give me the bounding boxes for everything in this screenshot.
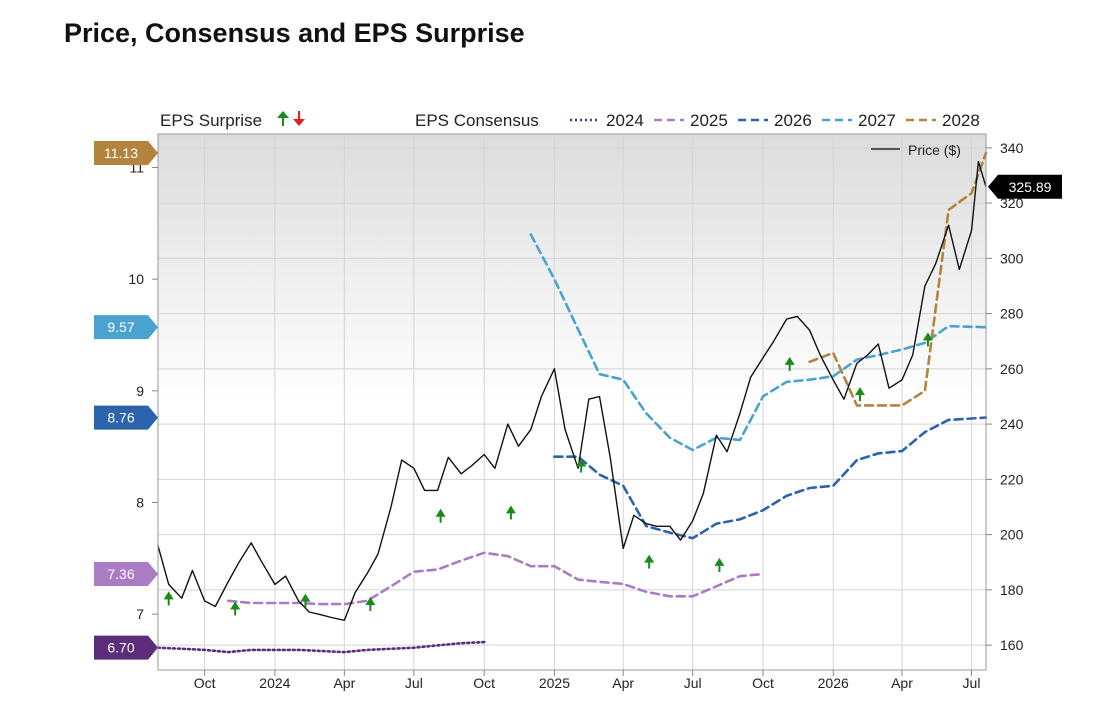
price-line: [157, 160, 987, 621]
current-price-badge: 325.89: [988, 174, 1062, 199]
badge-2024: 6.70: [94, 635, 158, 660]
right-tick-label: 320: [1000, 195, 1024, 211]
eps-surprise-up-arrow: [784, 356, 795, 371]
legend-eps-consensus: EPS Consensus: [415, 111, 539, 130]
badge-2027: 9.57: [94, 315, 158, 340]
right-tick-label: 200: [1000, 527, 1024, 543]
eps-surprise-markers: [163, 332, 933, 616]
surprise-up-arrow-icon: [277, 111, 289, 126]
legend-label-2025: 2025: [690, 111, 728, 130]
consensus-line-2024: [156, 640, 486, 654]
consensus-line-2028: [808, 151, 988, 407]
right-tick-label: 240: [1000, 416, 1024, 432]
legend-eps-surprise: EPS Surprise: [160, 111, 262, 130]
grid-lines: [158, 134, 986, 670]
eps-surprise-up-arrow: [163, 591, 174, 606]
x-tick-label: Oct: [473, 675, 495, 691]
badge-2028: 11.13: [94, 140, 158, 165]
legend-label-2028: 2028: [942, 111, 980, 130]
consensus-line-2026: [553, 416, 988, 540]
consensus-line-2027: [529, 233, 988, 452]
badge-label: 7.36: [107, 566, 134, 582]
value-badges: 6.70 7.36 8.76 9.57 11.13 325.89: [94, 140, 1062, 660]
legend-label-2027: 2027: [858, 111, 896, 130]
price-legend: Price ($): [871, 142, 961, 158]
plot-background: [158, 134, 986, 670]
x-tick-label: Oct: [752, 675, 774, 691]
right-tick-label: 340: [1000, 140, 1024, 156]
eps-surprise-up-arrow: [505, 505, 516, 520]
badge-label: 6.70: [107, 640, 134, 656]
eps-surprise-up-arrow: [435, 508, 446, 523]
x-tick-label: Apr: [891, 675, 913, 691]
badge-label: 11.13: [104, 145, 138, 161]
eps-surprise-up-arrow: [300, 593, 311, 608]
x-tick-label: Apr: [612, 675, 634, 691]
right-tick-label: 180: [1000, 582, 1024, 598]
x-tick-label: Jul: [684, 675, 702, 691]
legend-label-2024: 2024: [606, 111, 644, 130]
eps-surprise-up-arrow: [576, 458, 587, 473]
left-tick-label: 7: [136, 606, 144, 622]
x-tick-label: 2024: [259, 675, 290, 691]
badge-2026: 8.76: [94, 405, 158, 430]
eps-surprise-up-arrow: [922, 332, 933, 347]
legend-label-2026: 2026: [774, 111, 812, 130]
x-tick-label: Apr: [333, 675, 355, 691]
price-legend-label: Price ($): [908, 142, 961, 158]
eps-surprise-up-arrow: [365, 597, 376, 611]
current-price-label: 325.89: [1009, 179, 1052, 195]
eps-surprise-up-arrow: [854, 387, 865, 402]
left-tick-label: 8: [136, 495, 144, 511]
right-tick-label: 220: [1000, 471, 1024, 487]
plot-border: [157, 133, 987, 671]
eps-surprise-up-arrow: [714, 557, 725, 572]
x-tick-label: Jul: [405, 675, 423, 691]
right-tick-label: 260: [1000, 361, 1024, 377]
x-tick-label: Oct: [194, 675, 216, 691]
chart-title: Price, Consensus and EPS Surprise: [64, 18, 525, 48]
x-tick-label: 2025: [539, 675, 570, 691]
eps-surprise-up-arrow: [644, 554, 655, 569]
badge-label: 8.76: [107, 410, 134, 426]
consensus-line-2025: [227, 551, 765, 606]
x-tick-label: 2026: [818, 675, 849, 691]
right-tick-label: 280: [1000, 306, 1024, 322]
legend: EPS Surprise EPS Consensus 2024 2025 2026 2…: [160, 111, 980, 130]
badge-label: 9.57: [107, 319, 134, 335]
left-tick-label: 10: [128, 271, 144, 287]
axes: 160 180 200 220 240 260 280 300 320 340 Oct 2024 Apr…: [128, 140, 1023, 691]
eps-surprise-up-arrow: [230, 601, 241, 616]
left-tick-label: 9: [136, 383, 144, 399]
series-lines: [156, 151, 988, 654]
right-tick-label: 300: [1000, 250, 1024, 266]
right-tick-label: 160: [1000, 637, 1024, 653]
x-tick-label: Jul: [963, 675, 981, 691]
badge-2025: 7.36: [94, 561, 158, 586]
surprise-down-arrow-icon: [293, 111, 305, 126]
